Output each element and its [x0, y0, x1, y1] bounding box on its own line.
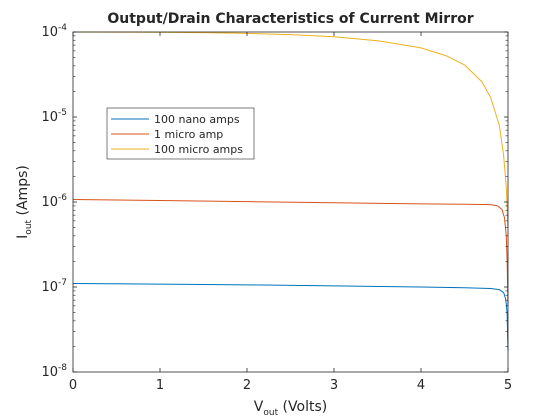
y-tick-label-3: 10-5: [41, 108, 67, 125]
y-tick-label-2: 10-6: [41, 193, 67, 210]
y-tick-label-4: 10-4: [41, 23, 67, 40]
x-tick-label-0: 0: [69, 378, 77, 393]
x-axis-label: Vout (Volts): [254, 399, 327, 418]
x-axis-ticks: 0 1 2 3 4 5: [69, 32, 512, 393]
series-line-2: [72, 31, 509, 228]
x-axis-label-rest: (Volts): [278, 399, 327, 415]
chart-title: Output/Drain Characteristics of Current …: [107, 11, 473, 27]
y-axis-label: Iout (Amps): [15, 165, 34, 239]
x-axis-label-sub: out: [263, 408, 278, 418]
legend-label-1: 1 micro amp: [154, 128, 223, 141]
y-tick-label-1: 10-7: [41, 278, 67, 295]
x-tick-label-2: 2: [243, 378, 251, 393]
series-line-0: [72, 282, 509, 351]
x-tick-label-5: 5: [504, 378, 512, 393]
y-axis-label-rest: (Amps): [15, 165, 31, 220]
legend-label-0: 100 nano amps: [154, 113, 240, 126]
legend-label-2: 100 micro amps: [154, 143, 243, 156]
y-axis-ticks: 10-8 10-7 10-6 10-5 10-4: [41, 23, 508, 380]
x-tick-label-3: 3: [330, 378, 338, 393]
y-tick-label-0: 10-8: [41, 363, 67, 380]
x-tick-label-1: 1: [156, 378, 164, 393]
x-tick-label-4: 4: [417, 378, 425, 393]
legend: 100 nano amps 1 micro amp 100 micro amps: [106, 107, 255, 160]
y-axis-label-main: I: [15, 235, 31, 239]
y-axis-label-sub: out: [24, 219, 34, 234]
x-axis-label-main: V: [254, 399, 264, 415]
